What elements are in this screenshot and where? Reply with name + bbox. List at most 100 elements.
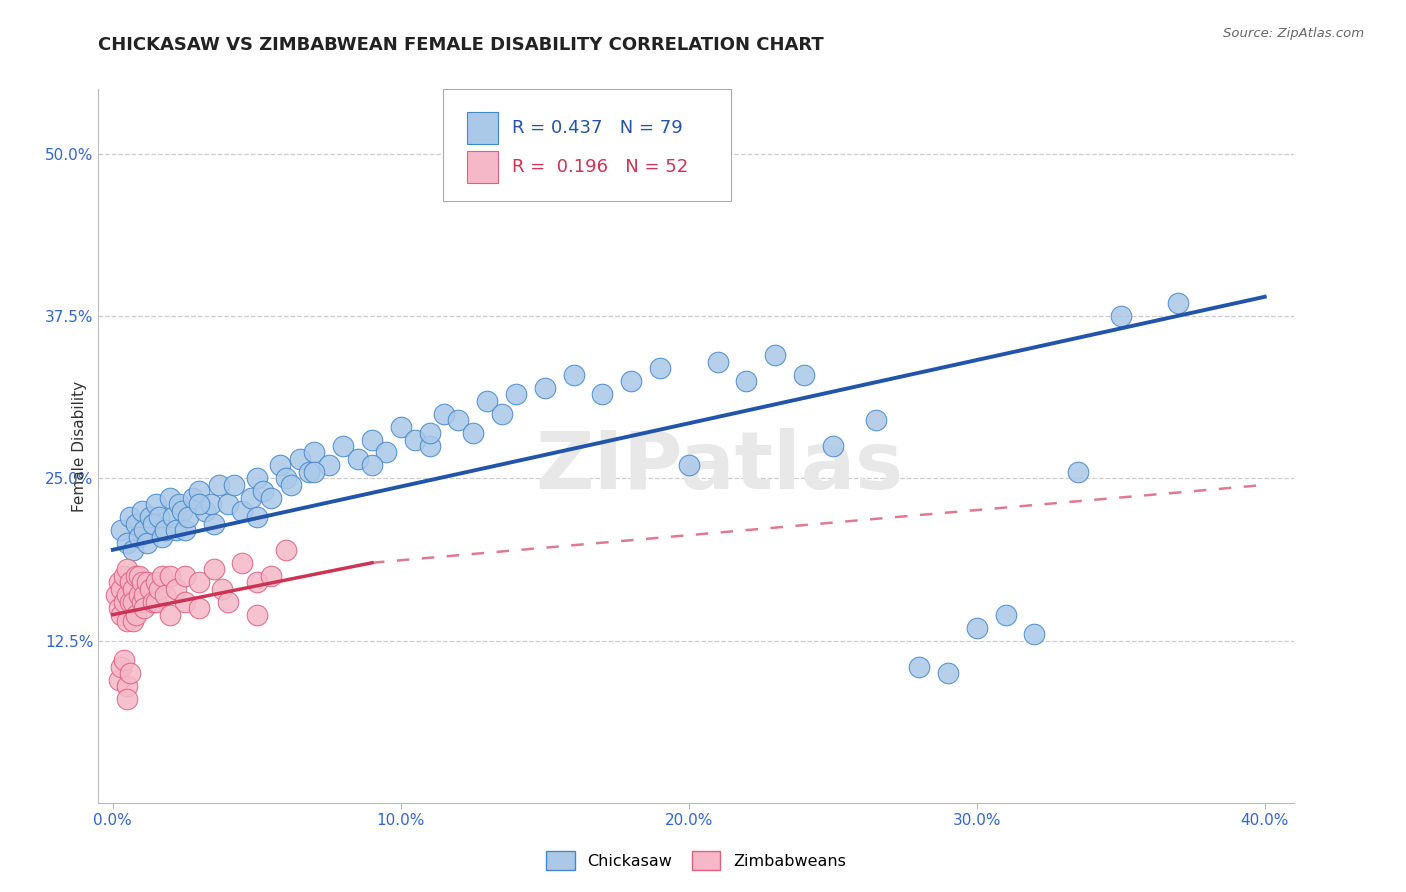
Point xyxy=(200,497,222,511)
Point xyxy=(110,582,132,596)
Point xyxy=(134,588,156,602)
Text: ZIPatlas: ZIPatlas xyxy=(536,428,904,507)
Point xyxy=(217,595,239,609)
Point xyxy=(162,510,184,524)
Point xyxy=(419,425,441,440)
Point xyxy=(139,582,162,596)
Point xyxy=(115,614,138,628)
Point xyxy=(115,692,138,706)
Point xyxy=(142,595,165,609)
Point xyxy=(112,595,135,609)
Point xyxy=(194,504,217,518)
Point xyxy=(107,673,129,687)
Point xyxy=(763,348,786,362)
Point xyxy=(104,588,127,602)
Point xyxy=(491,407,513,421)
Point xyxy=(678,458,700,473)
Point xyxy=(908,659,931,673)
Point xyxy=(274,471,297,485)
Point xyxy=(1066,465,1088,479)
Point xyxy=(188,601,211,615)
Point xyxy=(246,510,269,524)
Point xyxy=(231,556,253,570)
Point xyxy=(706,354,728,368)
Point xyxy=(148,510,170,524)
Point xyxy=(966,621,988,635)
Point xyxy=(419,439,441,453)
Point xyxy=(533,381,555,395)
Point xyxy=(128,530,150,544)
Point xyxy=(821,439,844,453)
Text: R =  0.196   N = 52: R = 0.196 N = 52 xyxy=(512,158,688,176)
Point xyxy=(115,562,138,576)
Point xyxy=(298,465,321,479)
Point xyxy=(1024,627,1046,641)
Point xyxy=(280,478,302,492)
Point xyxy=(188,484,211,499)
Point xyxy=(252,484,274,499)
Point xyxy=(173,568,195,582)
Point xyxy=(148,582,170,596)
Point xyxy=(361,433,384,447)
Point xyxy=(793,368,815,382)
Point xyxy=(217,497,239,511)
Point xyxy=(304,445,326,459)
Point xyxy=(620,374,643,388)
Point xyxy=(477,393,499,408)
Text: Source: ZipAtlas.com: Source: ZipAtlas.com xyxy=(1223,27,1364,40)
Point xyxy=(122,542,145,557)
Point xyxy=(202,516,225,531)
Y-axis label: Female Disability: Female Disability xyxy=(72,380,87,512)
Point xyxy=(122,595,145,609)
Point xyxy=(994,607,1017,622)
Point xyxy=(274,542,297,557)
Point xyxy=(231,504,253,518)
Point xyxy=(173,595,195,609)
Point xyxy=(120,666,142,681)
Point xyxy=(112,653,135,667)
Text: R = 0.437   N = 79: R = 0.437 N = 79 xyxy=(512,119,682,136)
Point xyxy=(136,575,159,590)
Point xyxy=(120,575,142,590)
Point xyxy=(269,458,291,473)
Point xyxy=(159,568,181,582)
Point xyxy=(134,601,156,615)
Point xyxy=(211,582,233,596)
Point xyxy=(176,510,198,524)
Point xyxy=(865,413,887,427)
Point xyxy=(128,568,150,582)
Point xyxy=(735,374,758,388)
Point xyxy=(115,588,138,602)
Point xyxy=(145,497,167,511)
Point xyxy=(246,575,269,590)
Point xyxy=(188,575,211,590)
Point xyxy=(110,524,132,538)
Point xyxy=(240,491,263,505)
Point xyxy=(1109,310,1132,324)
Point xyxy=(139,510,162,524)
Point xyxy=(120,595,142,609)
Point xyxy=(134,524,156,538)
Point xyxy=(120,510,142,524)
Point xyxy=(153,588,176,602)
Point xyxy=(110,607,132,622)
Point xyxy=(461,425,484,440)
Point xyxy=(165,582,187,596)
Point xyxy=(159,491,181,505)
Point xyxy=(447,413,470,427)
Point xyxy=(332,439,354,453)
Point xyxy=(145,575,167,590)
Point xyxy=(131,595,153,609)
Point xyxy=(150,568,173,582)
Point xyxy=(318,458,340,473)
Point xyxy=(188,497,211,511)
Point xyxy=(122,614,145,628)
Point xyxy=(145,595,167,609)
Point xyxy=(208,478,231,492)
Point xyxy=(107,575,129,590)
Point xyxy=(936,666,959,681)
Point xyxy=(346,452,368,467)
Point xyxy=(562,368,585,382)
Point xyxy=(167,497,190,511)
Point xyxy=(183,491,205,505)
